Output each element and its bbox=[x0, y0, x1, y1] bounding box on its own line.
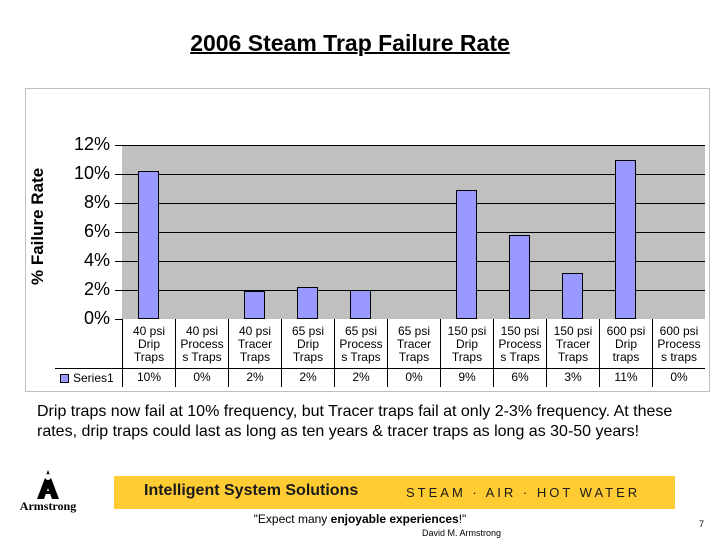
y-tick-label: 0% bbox=[83, 308, 110, 328]
gridline bbox=[122, 290, 705, 291]
x-tick-label: 150 psi Drip Traps bbox=[447, 324, 487, 364]
x-tick-label: 600 psi Process s traps bbox=[657, 324, 701, 364]
caption-text: Drip traps now fail at 10% frequency, bu… bbox=[37, 403, 673, 440]
x-tick-label: 150 psi Tracer Traps bbox=[553, 324, 593, 364]
table-row-divider bbox=[55, 368, 705, 369]
bar bbox=[455, 189, 478, 319]
data-label: 6% bbox=[511, 370, 529, 384]
x-tick-label: 65 psi Drip Traps bbox=[291, 324, 325, 364]
data-label: 10% bbox=[136, 370, 162, 384]
y-tick-mark bbox=[115, 319, 122, 320]
y-tick-label: 2% bbox=[83, 279, 110, 299]
table-column: 600 psi Drip traps 11% bbox=[599, 319, 652, 387]
footer-quote: "Expect many enjoyable experiences!" bbox=[200, 512, 520, 526]
bar bbox=[614, 159, 637, 319]
y-tick-mark bbox=[115, 232, 122, 233]
table-column: 65 psi Tracer Traps 0% bbox=[387, 319, 440, 387]
table-column: 600 psi Process s traps 0% bbox=[652, 319, 705, 387]
table-column: 65 psi Process s Traps 2% bbox=[334, 319, 387, 387]
table-column: 150 psi Tracer Traps 3% bbox=[546, 319, 599, 387]
x-tick-label: 65 psi Tracer Traps bbox=[396, 324, 432, 364]
data-label: 3% bbox=[564, 370, 582, 384]
data-label: 0% bbox=[193, 370, 211, 384]
gridline bbox=[122, 232, 705, 233]
y-tick-label: 12% bbox=[73, 134, 110, 154]
data-label: 2% bbox=[299, 370, 317, 384]
y-tick-mark bbox=[115, 261, 122, 262]
banner-services: STEAM · AIR · HOT WATER bbox=[406, 485, 641, 500]
data-label: 0% bbox=[670, 370, 688, 384]
armstrong-logo-text: Armstrong bbox=[19, 499, 77, 513]
bar bbox=[508, 234, 531, 319]
table-column: 150 psi Drip Traps 9% bbox=[440, 319, 493, 387]
table-column: 40 psi Process s Traps 0% bbox=[175, 319, 228, 387]
armstrong-logo: Armstrong bbox=[4, 468, 92, 520]
table-column: 40 psi Drip Traps 10% bbox=[122, 319, 175, 387]
bar bbox=[349, 290, 372, 319]
legend-label: Series1 bbox=[73, 371, 114, 385]
table-column: 150 psi Process s Traps 6% bbox=[493, 319, 546, 387]
gridline bbox=[122, 261, 705, 262]
x-tick-label: 40 psi Tracer Traps bbox=[237, 324, 273, 364]
data-label: 2% bbox=[352, 370, 370, 384]
bar bbox=[561, 272, 584, 319]
y-tick-mark bbox=[115, 290, 122, 291]
data-label: 9% bbox=[458, 370, 476, 384]
legend: Series1 bbox=[60, 371, 114, 385]
x-tick-label: 40 psi Drip Traps bbox=[132, 324, 166, 364]
x-tick-label: 40 psi Process s Traps bbox=[180, 324, 224, 364]
y-tick-label: 6% bbox=[83, 221, 110, 241]
gridline bbox=[122, 145, 705, 146]
y-tick-label: 8% bbox=[83, 192, 110, 212]
data-label: 2% bbox=[246, 370, 264, 384]
x-tick-label: 65 psi Process s Traps bbox=[339, 324, 383, 364]
x-tick-label: 600 psi Drip traps bbox=[606, 324, 646, 364]
table-column: 40 psi Tracer Traps 2% bbox=[228, 319, 281, 387]
y-tick-label: 4% bbox=[83, 250, 110, 270]
quote-bold: enjoyable experiences bbox=[330, 512, 459, 526]
table-column: 65 psi Drip Traps 2% bbox=[281, 319, 334, 387]
quote-prefix: "Expect many bbox=[253, 512, 331, 526]
y-tick-label: 10% bbox=[73, 163, 110, 183]
y-axis-label: % Failure Rate bbox=[28, 167, 47, 285]
data-label: 0% bbox=[405, 370, 423, 384]
bar bbox=[243, 291, 266, 319]
bar bbox=[296, 287, 319, 319]
chart-title: 2006 Steam Trap Failure Rate bbox=[190, 30, 510, 56]
quote-suffix: !" bbox=[458, 512, 467, 526]
legend-swatch bbox=[60, 374, 69, 384]
footer-banner: Intelligent System Solutions STEAM · AIR… bbox=[114, 476, 675, 509]
gridline bbox=[122, 174, 705, 175]
page-number: 7 bbox=[699, 519, 705, 529]
y-tick-mark bbox=[115, 203, 122, 204]
banner-tagline: Intelligent System Solutions bbox=[144, 482, 359, 499]
y-tick-mark bbox=[115, 174, 122, 175]
armstrong-logo-icon bbox=[37, 470, 59, 499]
gridline bbox=[122, 203, 705, 204]
data-label: 11% bbox=[614, 370, 638, 384]
quote-author: David M. Armstrong bbox=[422, 528, 502, 538]
plot-area bbox=[122, 145, 705, 319]
y-tick-mark bbox=[115, 145, 122, 146]
x-tick-label: 150 psi Process s Traps bbox=[498, 324, 542, 364]
data-table: 40 psi Drip Traps 10% 40 psi Process s Traps 0%… bbox=[122, 319, 705, 387]
bar bbox=[137, 171, 160, 319]
